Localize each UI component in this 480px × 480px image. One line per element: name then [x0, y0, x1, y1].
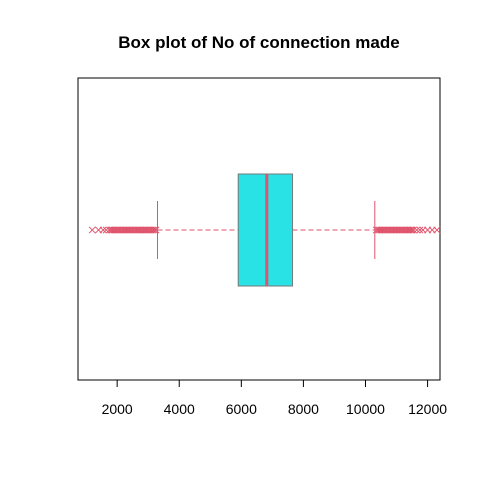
outlier-stroke — [410, 226, 418, 234]
outlier-low — [149, 226, 157, 234]
x-tick-label: 6000 — [226, 401, 257, 417]
outlier-stroke — [416, 226, 424, 234]
whiskers — [157, 201, 376, 259]
x-tick-label: 8000 — [288, 401, 319, 417]
outlier-high — [410, 226, 418, 234]
outlier-stroke — [88, 226, 96, 234]
outlier-stroke — [413, 226, 421, 234]
outlier-low — [150, 226, 158, 234]
outlier-stroke — [149, 226, 157, 234]
outlier-stroke — [99, 226, 107, 234]
outlier-high — [413, 226, 421, 234]
box — [237, 173, 294, 287]
outlier-high — [406, 226, 415, 234]
x-tick-label: 2000 — [102, 401, 133, 417]
x-tick-label: 10000 — [346, 401, 385, 417]
outlier-low — [99, 226, 107, 234]
outliers — [88, 226, 441, 234]
outlier-stroke — [433, 226, 441, 234]
outlier-stroke — [152, 226, 160, 234]
chart-title: Box plot of No of connection made — [118, 33, 399, 52]
outlier-stroke — [150, 226, 158, 234]
x-axis: 2000 4000 6000 8000 10000 12000 — [102, 379, 447, 417]
outlier-low — [152, 226, 160, 234]
outlier-low — [88, 226, 96, 234]
x-tick-label: 12000 — [408, 401, 447, 417]
outlier-high — [416, 226, 424, 234]
x-tick-label: 4000 — [164, 401, 195, 417]
outlier-stroke — [406, 226, 415, 234]
outlier-high — [433, 226, 441, 234]
